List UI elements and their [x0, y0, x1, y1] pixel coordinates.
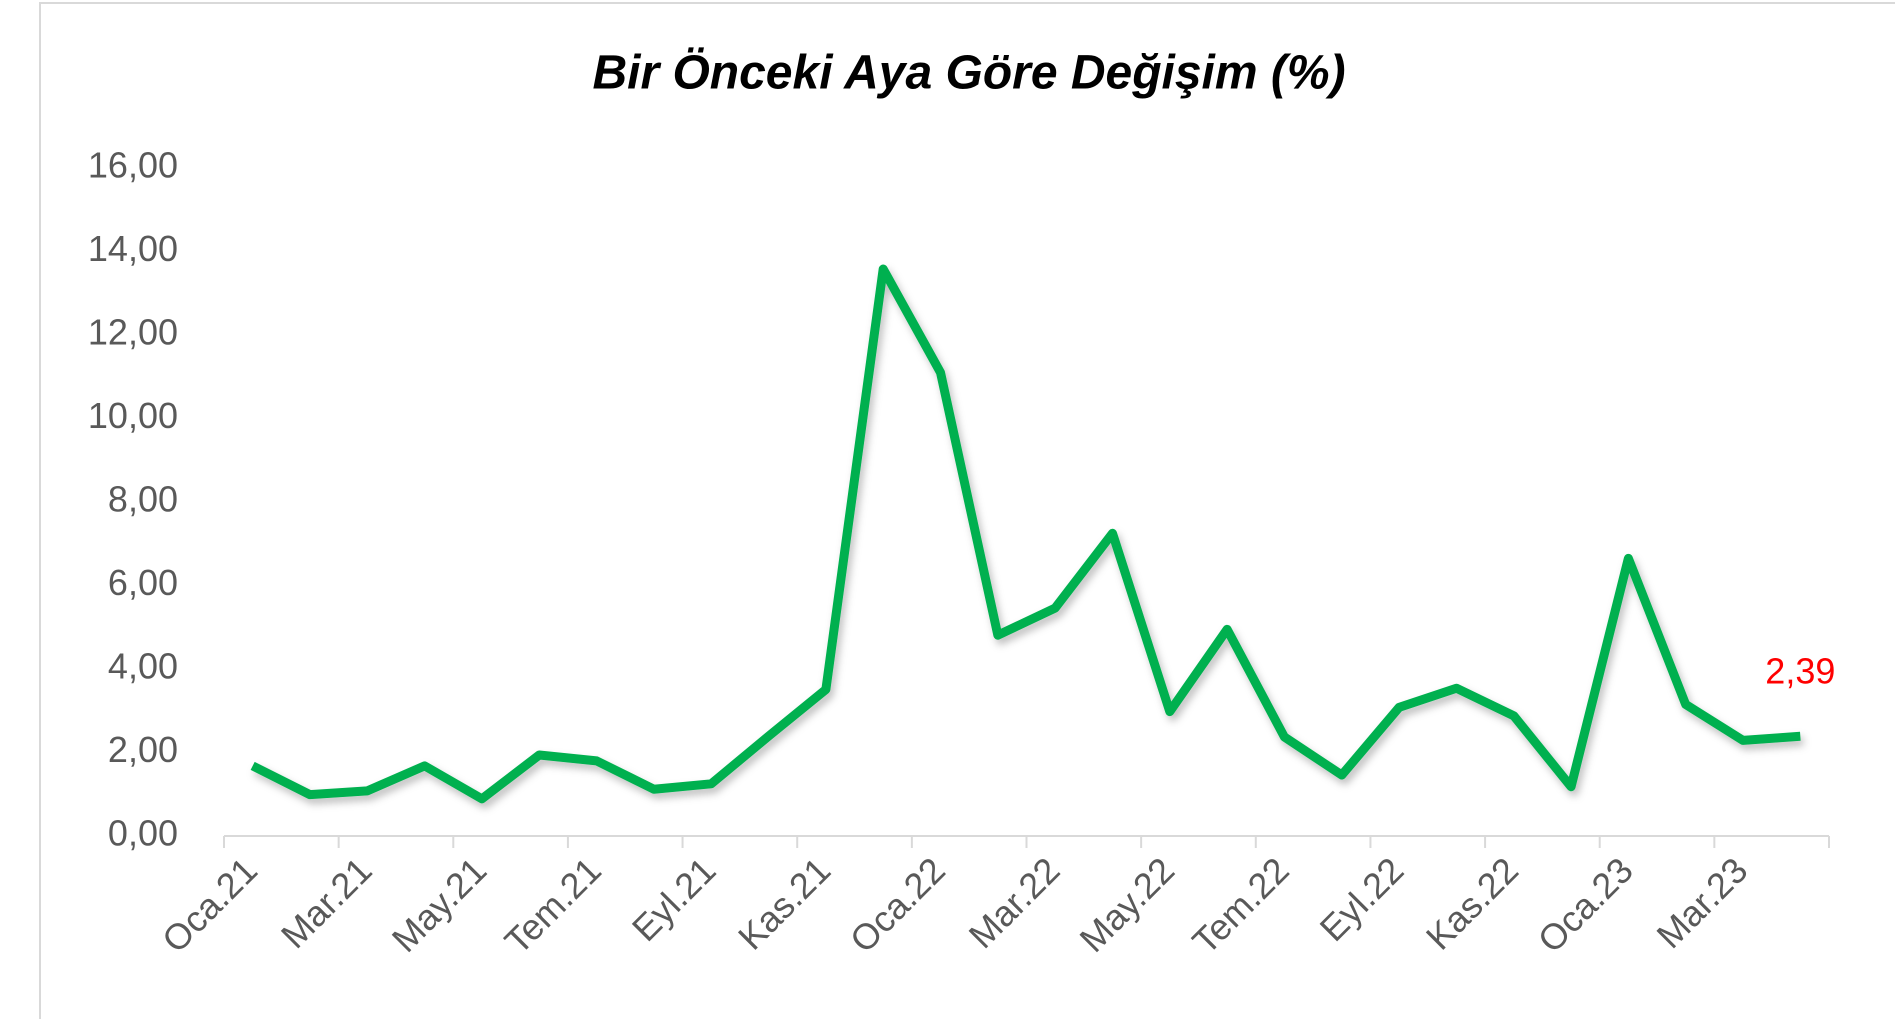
x-tick-label: May.21 [384, 849, 495, 960]
x-tick-label: Eyl.21 [624, 849, 724, 949]
x-tick-label: Tem.22 [1184, 849, 1296, 961]
chart-title: Bir Önceki Aya Göre Değişim (%) [592, 47, 1345, 100]
x-tick-label: Oca.21 [154, 849, 265, 960]
line-series [250, 264, 1801, 804]
y-tick-label: 16,00 [88, 145, 178, 186]
x-tick-label: May.22 [1072, 849, 1183, 960]
x-tick-label: Mar.23 [1649, 849, 1756, 956]
data-label: 2,39 [1765, 651, 1835, 692]
chart-border [39, 2, 1895, 1024]
y-tick-label: 4,00 [108, 646, 178, 687]
y-tick-label: 2,00 [108, 729, 178, 770]
x-tick-label: Tem.21 [497, 849, 609, 961]
y-tick-label: 6,00 [108, 562, 178, 603]
y-tick-label: 14,00 [88, 228, 178, 269]
y-tick-label: 10,00 [88, 395, 178, 436]
x-tick-label: Kas.21 [730, 849, 838, 957]
y-tick-label: 0,00 [108, 813, 178, 854]
x-tick-label: Kas.22 [1418, 849, 1526, 957]
y-tick-label: 8,00 [108, 479, 178, 520]
x-tick-label: Oca.23 [1530, 849, 1641, 960]
x-tick-label: Mar.21 [273, 849, 380, 956]
x-tick-label: Eyl.22 [1312, 849, 1412, 949]
x-tick-label: Mar.22 [961, 849, 1068, 956]
x-tick-label: Oca.22 [842, 849, 953, 960]
y-tick-label: 12,00 [88, 312, 178, 353]
